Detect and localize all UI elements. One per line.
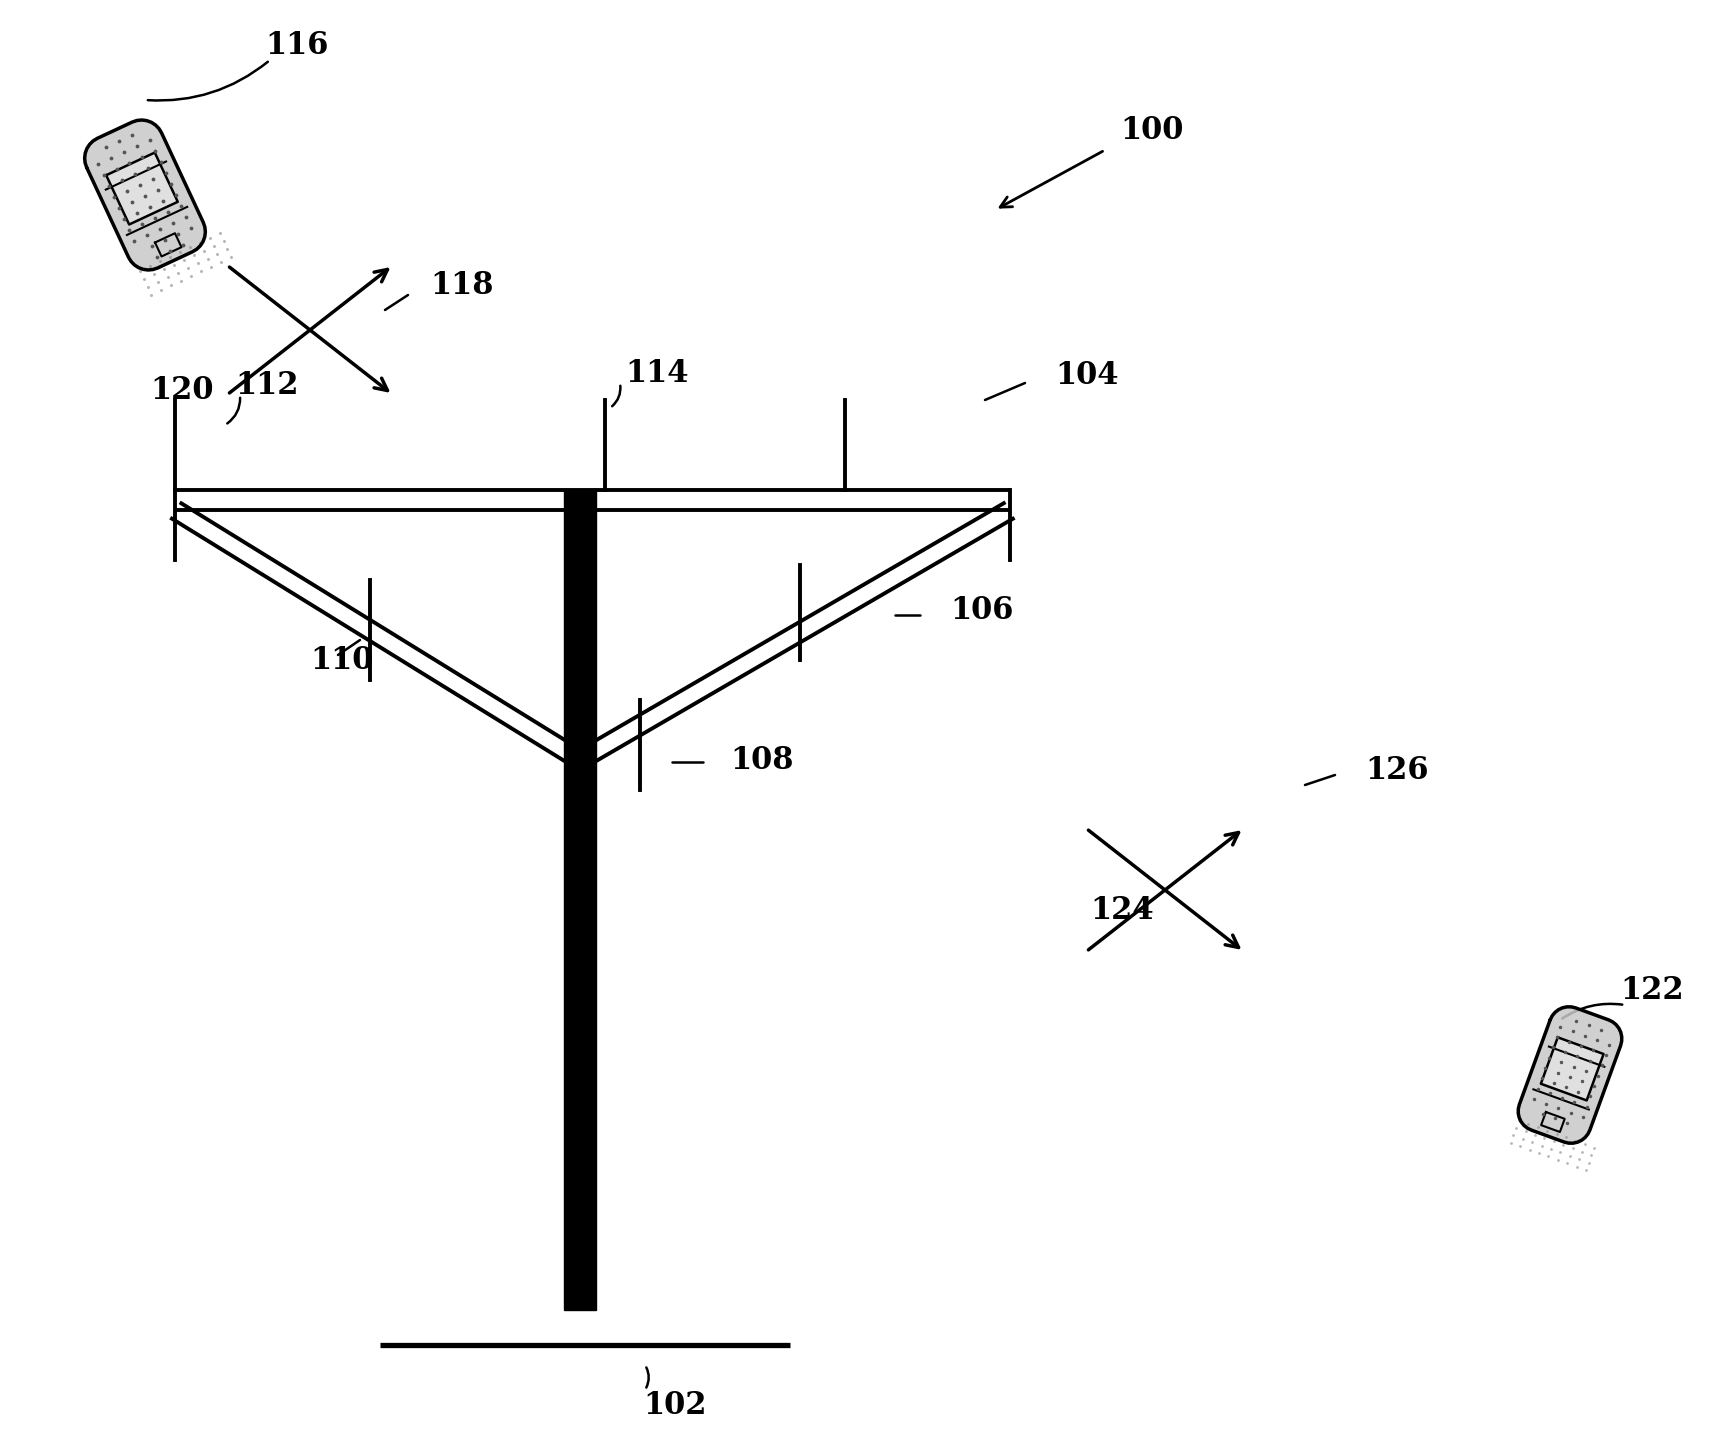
Text: 102: 102 — [644, 1389, 707, 1421]
Polygon shape — [175, 490, 1010, 510]
Polygon shape — [106, 152, 179, 225]
Text: 124: 124 — [1090, 895, 1154, 925]
Text: 110: 110 — [311, 644, 373, 676]
Text: 100: 100 — [1119, 115, 1183, 145]
Polygon shape — [575, 502, 1015, 768]
Text: 118: 118 — [429, 270, 493, 300]
Polygon shape — [1540, 1037, 1604, 1101]
Polygon shape — [170, 502, 585, 767]
Polygon shape — [1518, 1006, 1623, 1143]
Text: 112: 112 — [235, 370, 299, 400]
Polygon shape — [84, 120, 206, 270]
Text: 114: 114 — [625, 358, 689, 389]
Text: 126: 126 — [1365, 754, 1429, 786]
Text: 104: 104 — [1054, 360, 1118, 390]
Text: 120: 120 — [149, 374, 213, 406]
Bar — [563, 490, 596, 1309]
Text: 108: 108 — [730, 744, 793, 776]
Text: 106: 106 — [950, 594, 1013, 625]
Text: 116: 116 — [264, 29, 328, 61]
Text: 122: 122 — [1621, 974, 1684, 1005]
